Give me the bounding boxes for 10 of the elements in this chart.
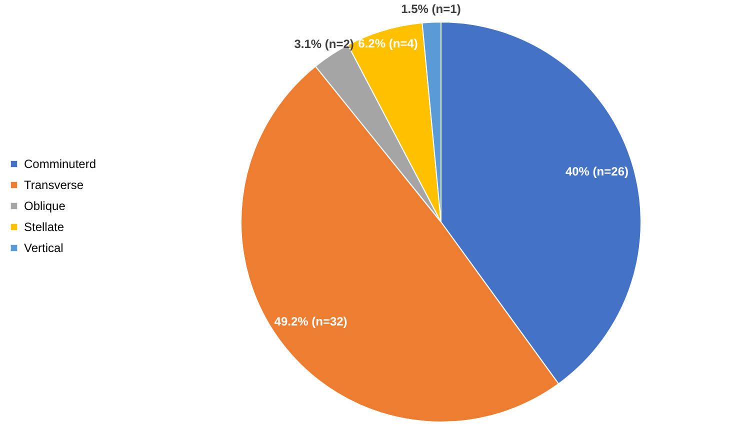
legend-label: Vertical [24, 241, 64, 255]
legend-label: Stellate [24, 220, 64, 234]
legend-label: Comminuterd [24, 157, 96, 171]
data-label: 6.2% (n=4) [358, 36, 418, 51]
data-label: 40% (n=26) [565, 164, 628, 178]
data-label: 49.2% (n=32) [274, 314, 348, 329]
data-label: 1.5% (n=1) [401, 2, 461, 16]
data-label: 3.1% (n=2) [294, 36, 354, 51]
legend-label: Oblique [24, 199, 66, 213]
legend-label: Transverse [24, 178, 84, 192]
